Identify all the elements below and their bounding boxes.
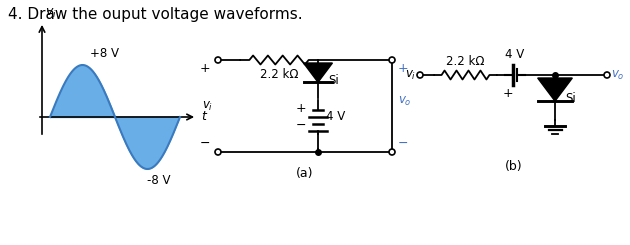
Polygon shape bbox=[537, 78, 572, 101]
Text: $v_o$: $v_o$ bbox=[398, 95, 411, 108]
Text: 4 V: 4 V bbox=[505, 48, 525, 61]
Circle shape bbox=[215, 57, 221, 63]
Circle shape bbox=[389, 57, 395, 63]
Text: +: + bbox=[295, 102, 306, 115]
Text: −: − bbox=[295, 119, 306, 132]
Text: +: + bbox=[503, 87, 513, 100]
Text: -8 V: -8 V bbox=[147, 174, 171, 187]
Polygon shape bbox=[304, 63, 333, 82]
Text: $v_i$: $v_i$ bbox=[405, 68, 416, 82]
Circle shape bbox=[604, 72, 610, 78]
Text: Si: Si bbox=[565, 93, 576, 106]
Text: (a): (a) bbox=[296, 167, 314, 180]
Text: $v_i$: $v_i$ bbox=[202, 99, 213, 112]
Text: −: − bbox=[398, 137, 408, 150]
Circle shape bbox=[389, 149, 395, 155]
Text: $v_o$: $v_o$ bbox=[611, 68, 624, 82]
Text: t: t bbox=[201, 110, 206, 123]
Text: −: − bbox=[200, 137, 210, 150]
Text: +: + bbox=[398, 62, 409, 75]
Text: Si: Si bbox=[328, 74, 339, 87]
Text: (b): (b) bbox=[505, 160, 522, 173]
Circle shape bbox=[417, 72, 423, 78]
Text: +8 V: +8 V bbox=[90, 47, 119, 60]
Text: 2.2 kΩ: 2.2 kΩ bbox=[260, 68, 298, 81]
Text: +: + bbox=[199, 62, 210, 75]
Text: 4 V: 4 V bbox=[326, 110, 345, 123]
Text: $v_i$: $v_i$ bbox=[45, 7, 57, 20]
Text: 4. Draw the ouput voltage waveforms.: 4. Draw the ouput voltage waveforms. bbox=[8, 7, 302, 22]
Text: 2.2 kΩ: 2.2 kΩ bbox=[446, 55, 484, 68]
Circle shape bbox=[215, 149, 221, 155]
